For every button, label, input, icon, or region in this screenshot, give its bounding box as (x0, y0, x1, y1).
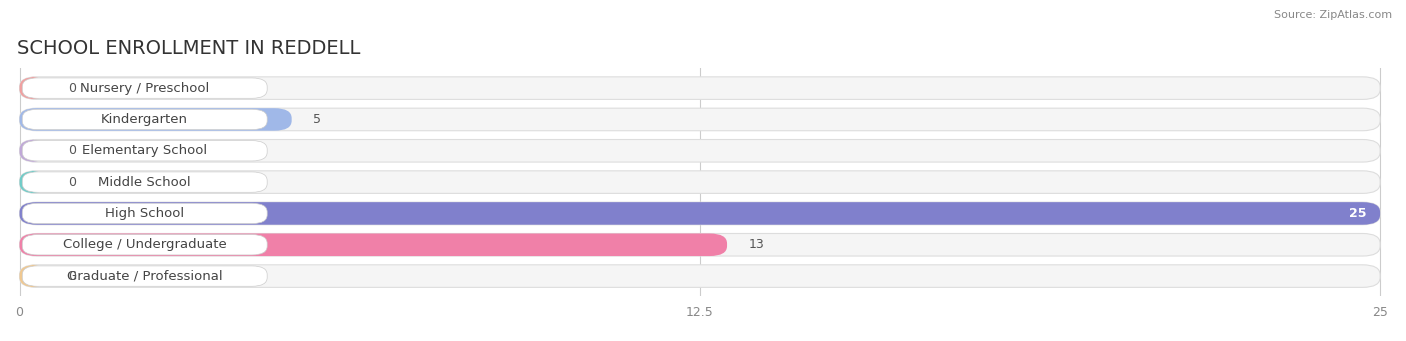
FancyBboxPatch shape (22, 140, 267, 161)
FancyBboxPatch shape (22, 235, 267, 255)
FancyBboxPatch shape (20, 108, 291, 131)
Text: Source: ZipAtlas.com: Source: ZipAtlas.com (1274, 10, 1392, 20)
Text: 0: 0 (69, 144, 76, 157)
FancyBboxPatch shape (22, 172, 267, 192)
Text: SCHOOL ENROLLMENT IN REDDELL: SCHOOL ENROLLMENT IN REDDELL (17, 39, 360, 58)
FancyBboxPatch shape (20, 202, 1381, 225)
FancyBboxPatch shape (20, 265, 46, 287)
FancyBboxPatch shape (22, 266, 267, 286)
Text: Middle School: Middle School (98, 176, 191, 189)
FancyBboxPatch shape (20, 139, 46, 162)
FancyBboxPatch shape (20, 77, 46, 99)
Text: 0: 0 (69, 81, 76, 94)
FancyBboxPatch shape (20, 234, 1381, 256)
Text: Kindergarten: Kindergarten (101, 113, 188, 126)
FancyBboxPatch shape (22, 78, 267, 98)
Text: 0: 0 (69, 270, 76, 283)
Text: 5: 5 (314, 113, 322, 126)
Text: 13: 13 (749, 238, 765, 251)
FancyBboxPatch shape (20, 171, 46, 193)
FancyBboxPatch shape (20, 77, 1381, 99)
Text: 0: 0 (69, 176, 76, 189)
FancyBboxPatch shape (20, 234, 727, 256)
FancyBboxPatch shape (20, 108, 1381, 131)
Text: 25: 25 (1348, 207, 1367, 220)
FancyBboxPatch shape (20, 139, 1381, 162)
FancyBboxPatch shape (20, 265, 1381, 287)
FancyBboxPatch shape (20, 171, 1381, 193)
FancyBboxPatch shape (22, 109, 267, 130)
FancyBboxPatch shape (22, 203, 267, 224)
FancyBboxPatch shape (20, 202, 1381, 225)
Text: High School: High School (105, 207, 184, 220)
Text: Elementary School: Elementary School (82, 144, 207, 157)
Text: Graduate / Professional: Graduate / Professional (67, 270, 222, 283)
Text: Nursery / Preschool: Nursery / Preschool (80, 81, 209, 94)
Text: College / Undergraduate: College / Undergraduate (63, 238, 226, 251)
